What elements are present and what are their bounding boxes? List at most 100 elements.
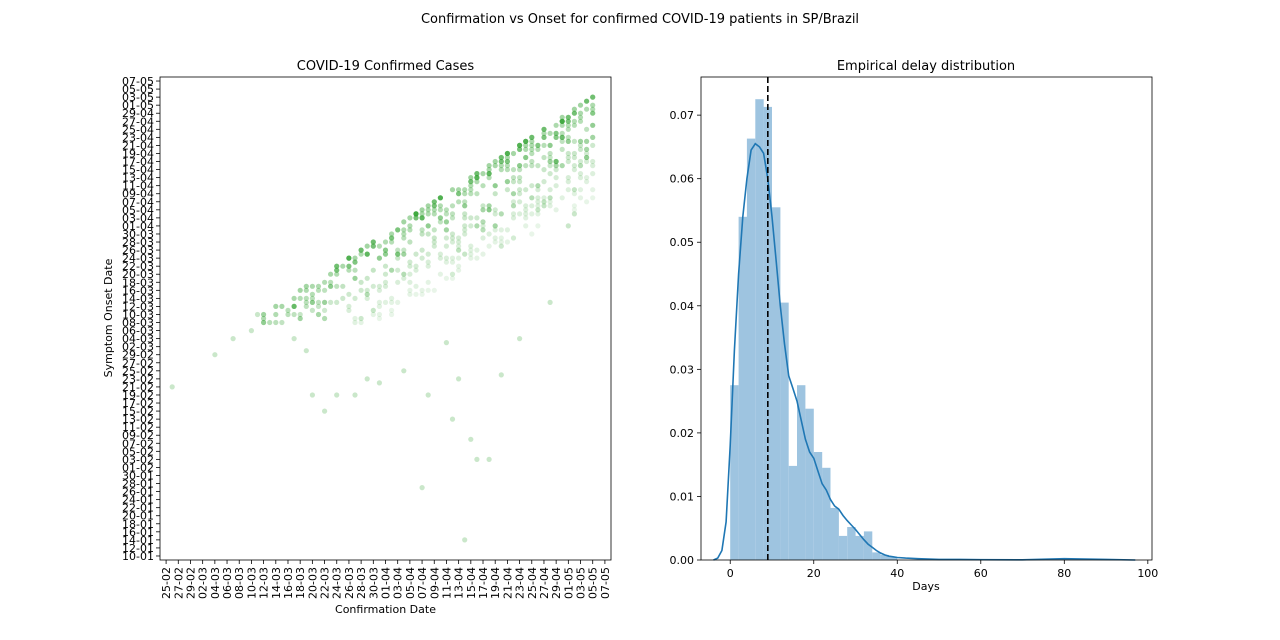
scatter-x-ticks: 25-02 27-02 29-02 02-03 04-03 06-03 08-03 10-03… xyxy=(160,560,612,599)
scatter-point xyxy=(584,179,590,185)
scatter-point xyxy=(413,251,419,257)
scatter-point xyxy=(407,287,413,293)
scatter-point xyxy=(376,299,382,305)
scatter-point xyxy=(401,271,407,277)
scatter-y-tick-label: 29-02 xyxy=(122,349,154,362)
scatter-point xyxy=(407,223,413,229)
scatter-point xyxy=(517,336,523,342)
scatter-point xyxy=(480,227,486,233)
scatter-point xyxy=(547,171,553,177)
scatter-point xyxy=(419,207,425,213)
scatter-point xyxy=(328,271,334,277)
scatter-y-tick-label: 25-04 xyxy=(122,123,154,136)
histogram-title: Empirical delay distribution xyxy=(837,59,1015,74)
scatter-point xyxy=(571,118,578,124)
scatter-x-tick-label: 09-04 xyxy=(428,567,441,599)
scatter-point xyxy=(468,183,474,189)
histogram-y-tick-label: 0.03 xyxy=(670,363,695,376)
scatter-point xyxy=(547,299,553,305)
scatter-point xyxy=(584,154,590,161)
scatter-point xyxy=(431,227,437,233)
scatter-point xyxy=(486,207,492,213)
scatter-point xyxy=(449,416,456,422)
scatter-point xyxy=(309,295,315,301)
scatter-point xyxy=(498,154,504,161)
scatter-y-tick-label: 26-01 xyxy=(122,486,154,499)
scatter-point xyxy=(523,138,529,144)
scatter-x-tick-label: 13-04 xyxy=(453,567,466,599)
scatter-point xyxy=(553,167,559,173)
scatter-point xyxy=(510,235,517,241)
scatter-point xyxy=(443,211,449,217)
histogram-x-tick-label: 60 xyxy=(974,567,988,580)
scatter-point xyxy=(322,307,328,313)
scatter-point xyxy=(437,215,443,221)
scatter-point xyxy=(401,275,407,281)
scatter-point xyxy=(590,102,596,108)
scatter-y-tick-label: 03-05 xyxy=(122,91,154,104)
scatter-point xyxy=(468,175,474,181)
scatter-point xyxy=(547,203,553,209)
scatter-point xyxy=(456,235,462,241)
scatter-y-tick-label: 23-02 xyxy=(122,373,154,386)
histogram-y-tick-label: 0.01 xyxy=(670,490,695,503)
scatter-point xyxy=(449,235,456,241)
scatter-point xyxy=(291,303,297,309)
scatter-point xyxy=(456,239,462,245)
scatter-point xyxy=(346,263,352,269)
scatter-point xyxy=(462,191,468,197)
scatter-x-tick-label: 22-03 xyxy=(319,567,332,599)
scatter-x-tick-label: 16-03 xyxy=(282,567,295,599)
scatter-point xyxy=(498,163,504,169)
scatter-point xyxy=(468,247,474,253)
scatter-point xyxy=(462,211,468,217)
scatter-point xyxy=(334,267,340,273)
scatter-point xyxy=(437,219,443,225)
scatter-point xyxy=(279,303,285,309)
scatter-point xyxy=(315,283,322,289)
scatter-point xyxy=(584,150,590,157)
scatter-point xyxy=(401,219,407,225)
scatter-point xyxy=(340,295,346,301)
scatter-point xyxy=(565,118,571,124)
scatter-y-tick-label: 01-02 xyxy=(122,461,154,474)
scatter-axes: COVID-19 Confirmed Cases 25-02 27-02 29-02… xyxy=(102,59,612,616)
scatter-point xyxy=(584,98,590,104)
scatter-point xyxy=(523,146,529,152)
scatter-point xyxy=(523,207,529,213)
scatter-point xyxy=(456,187,462,193)
scatter-point xyxy=(474,175,480,181)
scatter-x-tick-label: 01-05 xyxy=(562,567,575,599)
scatter-point xyxy=(535,163,541,169)
scatter-point xyxy=(517,142,523,148)
scatter-point xyxy=(407,263,413,269)
scatter-point xyxy=(389,311,395,318)
histogram-x-tick-label: 100 xyxy=(1137,567,1158,580)
scatter-point xyxy=(334,283,340,289)
scatter-point xyxy=(389,235,395,241)
scatter-point xyxy=(376,255,382,261)
scatter-point xyxy=(462,251,468,257)
scatter-point xyxy=(529,195,535,201)
scatter-point xyxy=(395,251,401,257)
scatter-point xyxy=(443,227,449,233)
scatter-y-tick-label: 22-03 xyxy=(122,260,154,273)
scatter-title: COVID-19 Confirmed Cases xyxy=(297,59,475,74)
scatter-frame xyxy=(159,76,612,561)
scatter-point xyxy=(529,134,535,140)
scatter-point xyxy=(480,171,486,177)
scatter-point xyxy=(425,392,431,398)
scatter-point xyxy=(431,199,437,205)
scatter-point xyxy=(395,267,401,273)
scatter-point xyxy=(590,134,596,140)
scatter-point xyxy=(571,163,578,169)
scatter-point xyxy=(449,271,456,277)
scatter-point xyxy=(364,275,370,281)
scatter-point xyxy=(547,158,553,165)
scatter-point xyxy=(535,203,541,209)
scatter-x-tick-label: 28-03 xyxy=(355,567,368,599)
histogram-bar xyxy=(788,465,798,560)
scatter-point xyxy=(559,118,565,124)
scatter-point xyxy=(425,231,431,237)
scatter-point xyxy=(492,235,498,241)
